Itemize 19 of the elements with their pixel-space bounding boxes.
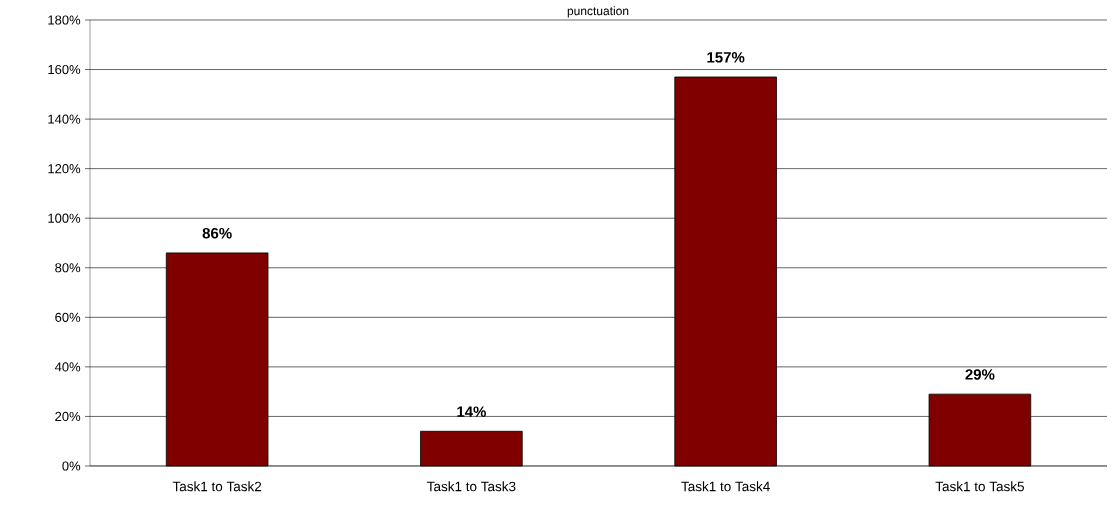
y-tick-label: 140% bbox=[48, 114, 81, 124]
data-label: 157% bbox=[707, 52, 745, 63]
x-tick-label: Task1 to Task5 bbox=[935, 481, 1024, 492]
y-tick-label: 40% bbox=[54, 362, 81, 372]
y-tick-label: 0% bbox=[62, 461, 81, 471]
y-tick-label: 120% bbox=[48, 164, 81, 174]
data-label: 14% bbox=[457, 406, 486, 417]
y-tick-label: 60% bbox=[55, 312, 81, 322]
x-tick-label: Task1 to Task2 bbox=[172, 481, 262, 492]
y-tick-label: 20% bbox=[55, 411, 81, 422]
y-tick-label: 180% bbox=[48, 15, 81, 25]
x-tick-label: Task1 to Task4 bbox=[681, 481, 770, 492]
chart-title: punctuation bbox=[567, 6, 629, 18]
data-label: 29% bbox=[965, 369, 995, 380]
y-tick-label: 160% bbox=[48, 64, 81, 75]
data-label: 86% bbox=[202, 227, 232, 239]
x-tick-label: Task1 to Task3 bbox=[427, 481, 516, 492]
y-tick-label: 100% bbox=[48, 213, 81, 223]
y-tick-label: 80% bbox=[55, 263, 81, 273]
